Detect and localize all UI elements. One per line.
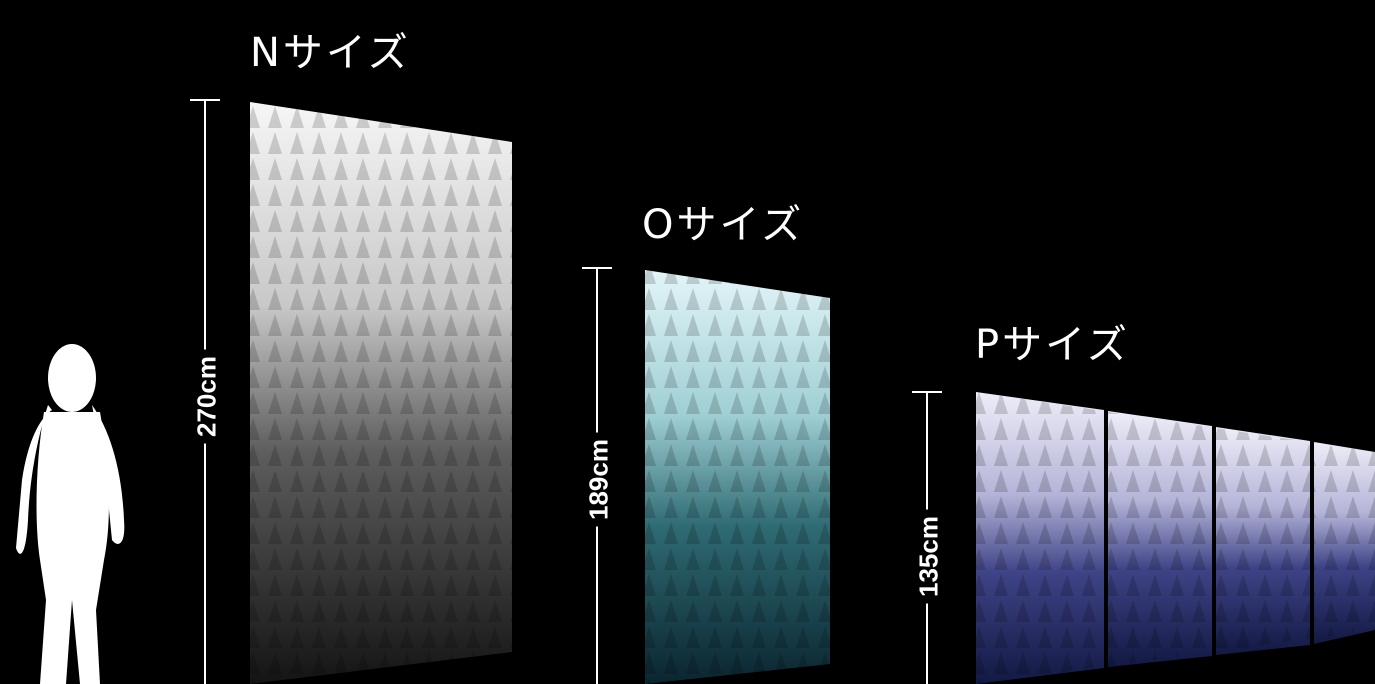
height-label-n: 270cm [187,349,227,444]
panel-p [976,392,1375,684]
size-label-o: Oサイズ [642,202,805,248]
panel-o [645,270,830,684]
size-label-n: Nサイズ [250,30,411,76]
person-silhouette-icon [16,344,125,684]
height-label-o: 189cm [579,432,619,527]
size-label-p: Pサイズ [975,322,1130,368]
height-label-p: 135cm [909,509,949,604]
panel-n [250,102,512,684]
